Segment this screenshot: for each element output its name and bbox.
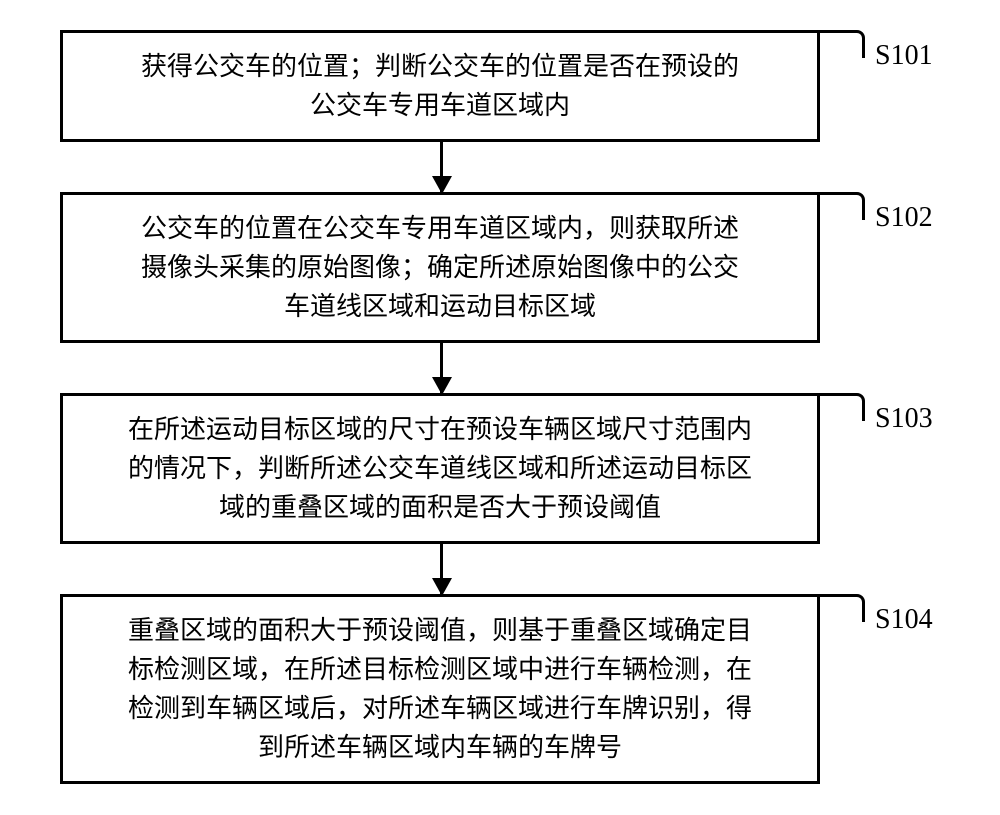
step-box-s104: 重叠区域的面积大于预设阈值，则基于重叠区域确定目 标检测区域，在所述目标检测区域…	[60, 594, 820, 784]
step-text-line: 在所述运动目标区域的尺寸在预设车辆区域尺寸范围内	[128, 410, 752, 449]
step-row-2: 公交车的位置在公交车专用车道区域内，则获取所述 摄像头采集的原始图像；确定所述原…	[60, 192, 940, 343]
step-text-line: 公交车专用车道区域内	[310, 86, 570, 125]
label-connector	[820, 30, 865, 58]
label-connector	[820, 192, 865, 220]
step-text-line: 检测到车辆区域后，对所述车辆区域进行车牌识别，得	[128, 689, 752, 728]
step-text-line: 标检测区域，在所述目标检测区域中进行车辆检测，在	[128, 650, 752, 689]
step-text-line: 域的重叠区域的面积是否大于预设阈值	[219, 488, 661, 527]
step-text-line: 车道线区域和运动目标区域	[284, 287, 596, 326]
step-text-line: 的情况下，判断所述公交车道线区域和所述运动目标区	[128, 449, 752, 488]
step-box-s103: 在所述运动目标区域的尺寸在预设车辆区域尺寸范围内 的情况下，判断所述公交车道线区…	[60, 393, 820, 544]
step-label-s103: S103	[875, 403, 933, 435]
arrow-2	[440, 343, 443, 393]
label-connector	[820, 594, 865, 622]
step-text-line: 获得公交车的位置；判断公交车的位置是否在预设的	[141, 47, 739, 86]
step-label-s102: S102	[875, 202, 933, 234]
step-text-line: 重叠区域的面积大于预设阈值，则基于重叠区域确定目	[128, 611, 752, 650]
step-box-s102: 公交车的位置在公交车专用车道区域内，则获取所述 摄像头采集的原始图像；确定所述原…	[60, 192, 820, 343]
step-label-s104: S104	[875, 604, 933, 636]
step-text-line: 到所述车辆区域内车辆的车牌号	[258, 728, 622, 767]
arrow-1	[440, 142, 443, 192]
label-connector	[820, 393, 865, 421]
step-text-line: 摄像头采集的原始图像；确定所述原始图像中的公交	[141, 248, 739, 287]
flowchart-container: 获得公交车的位置；判断公交车的位置是否在预设的 公交车专用车道区域内 S101 …	[60, 30, 940, 784]
step-row-3: 在所述运动目标区域的尺寸在预设车辆区域尺寸范围内 的情况下，判断所述公交车道线区…	[60, 393, 940, 544]
step-box-s101: 获得公交车的位置；判断公交车的位置是否在预设的 公交车专用车道区域内	[60, 30, 820, 142]
step-row-4: 重叠区域的面积大于预设阈值，则基于重叠区域确定目 标检测区域，在所述目标检测区域…	[60, 594, 940, 784]
arrow-3	[440, 544, 443, 594]
step-text-line: 公交车的位置在公交车专用车道区域内，则获取所述	[141, 209, 739, 248]
step-label-s101: S101	[875, 40, 933, 72]
step-row-1: 获得公交车的位置；判断公交车的位置是否在预设的 公交车专用车道区域内 S101	[60, 30, 940, 142]
